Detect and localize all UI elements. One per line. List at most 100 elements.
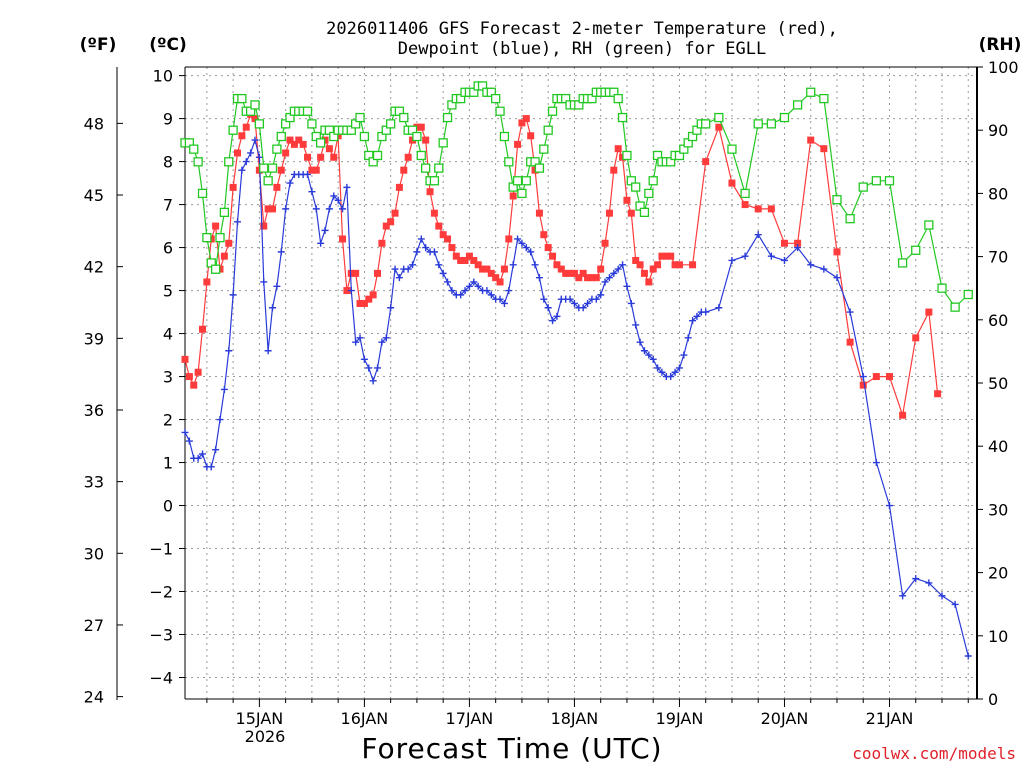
- dewpoint-point: [522, 244, 530, 252]
- dewpoint-point: [365, 364, 373, 372]
- rh-point: [202, 232, 212, 243]
- temperature-point: [457, 256, 465, 264]
- dewpoint-point: [417, 235, 425, 243]
- rh-point: [491, 93, 501, 104]
- dewpoint-point: [225, 347, 233, 355]
- rh-point: [189, 144, 199, 154]
- rh-point: [276, 131, 286, 142]
- temperature-point: [286, 136, 294, 144]
- temperature-point: [444, 235, 452, 243]
- rh-tick-label: 80: [988, 184, 1008, 203]
- dewpoint-point: [654, 364, 662, 372]
- dewpoint-point: [483, 287, 491, 295]
- temperature-point: [426, 188, 434, 196]
- temperature-point: [671, 261, 679, 269]
- temperature-point: [264, 205, 272, 213]
- celsius-tick-label: 0: [163, 497, 173, 516]
- dewpoint-point: [382, 334, 390, 342]
- temperature-line: [184, 113, 939, 416]
- celsius-tick-label: 3: [163, 368, 173, 387]
- dewpoint-point: [347, 287, 355, 295]
- rh-point: [884, 176, 895, 186]
- temperature-point: [356, 299, 364, 307]
- temperature-point: [509, 192, 517, 200]
- dewpoint-point: [566, 295, 574, 303]
- dewpoint-point: [500, 299, 508, 307]
- temperature-point: [439, 231, 447, 239]
- celsius-tick-label: 4: [163, 325, 173, 344]
- rh-point: [547, 106, 558, 116]
- rh-point: [832, 195, 842, 205]
- temperature-point: [859, 381, 867, 389]
- rh-point: [416, 150, 426, 161]
- temperature-point: [352, 269, 360, 277]
- rh-point: [639, 207, 650, 218]
- date-tick-label: 21JAN: [866, 709, 914, 728]
- dewpoint-point: [807, 261, 815, 269]
- dewpoint-point: [282, 205, 290, 213]
- temperature-point: [899, 411, 907, 419]
- rh-point: [250, 100, 260, 110]
- temperature-point: [282, 149, 290, 157]
- dewpoint-point: [409, 261, 417, 269]
- temperature-point: [662, 252, 670, 260]
- dewpoint-point: [584, 299, 592, 307]
- dewpoint-point: [658, 368, 666, 376]
- rh-tick-label: 40: [988, 437, 1008, 456]
- dewpoint-point: [185, 437, 193, 445]
- dewpoint-point: [255, 153, 263, 161]
- dewpoint-point: [496, 295, 504, 303]
- dewpoint-point: [754, 231, 762, 239]
- dewpoint-point: [260, 278, 268, 286]
- temperature-point: [505, 235, 513, 243]
- temperature-point: [304, 153, 312, 161]
- dewpoint-point: [610, 269, 618, 277]
- temperature-point: [562, 269, 570, 277]
- dewpoint-point: [693, 312, 701, 320]
- celsius-tick-label: −3: [149, 626, 173, 645]
- dewpoint-point: [251, 136, 259, 144]
- rh-point: [228, 125, 238, 135]
- dewpoint-point: [199, 450, 207, 458]
- rh-point: [819, 93, 829, 104]
- dewpoint-point: [286, 179, 294, 187]
- watermark-link[interactable]: coolwx.com/models: [852, 744, 1016, 763]
- temperature-point: [483, 265, 491, 273]
- temperature-point: [212, 222, 220, 230]
- temperature-point: [846, 338, 854, 346]
- dewpoint-point: [269, 304, 277, 312]
- dewpoint-point: [444, 278, 452, 286]
- rh-tick-label: 0: [988, 690, 998, 709]
- rh-tick-label: 90: [988, 121, 1008, 140]
- temperature-point: [312, 166, 320, 174]
- temperature-point: [474, 261, 482, 269]
- dewpoint-point: [544, 304, 552, 312]
- dewpoint-point: [273, 282, 281, 290]
- rh-point: [779, 112, 790, 123]
- rh-tick-label: 50: [988, 374, 1008, 393]
- temperature-point: [912, 334, 920, 342]
- rh-point: [517, 188, 527, 199]
- dewpoint-point: [404, 265, 412, 273]
- rh-point: [701, 119, 711, 129]
- dewpoint-point: [579, 304, 587, 312]
- dewpoint-point: [938, 592, 946, 600]
- temperature-point: [592, 274, 600, 282]
- dewpoint-point: [619, 261, 627, 269]
- rh-tick-label: 100: [988, 58, 1019, 77]
- temperature-point: [649, 265, 657, 273]
- year-label: 2026: [245, 727, 286, 746]
- celsius-tick-label: 10: [153, 67, 173, 86]
- dewpoint-series: [181, 136, 972, 660]
- rh-point: [399, 112, 409, 123]
- temperature-point: [557, 265, 565, 273]
- date-tick-label: 17JAN: [446, 709, 494, 728]
- date-tick-label: 18JAN: [551, 709, 599, 728]
- temperature-point: [347, 269, 355, 277]
- temperature-point: [269, 205, 277, 213]
- grid-lines: [185, 67, 977, 699]
- dewpoint-point: [234, 218, 242, 226]
- series-layer: [180, 81, 973, 660]
- temperature-point: [317, 153, 325, 161]
